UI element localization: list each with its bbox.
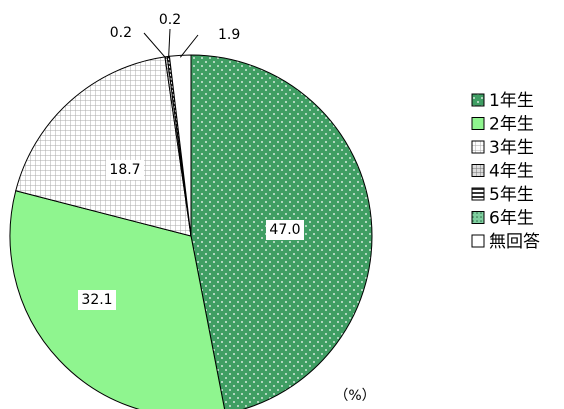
- legend-swatch: [471, 140, 485, 154]
- leader-line: [168, 28, 171, 59]
- legend-swatch: [471, 211, 485, 224]
- legend-swatch: [471, 93, 485, 107]
- pie-slice: [15, 56, 192, 237]
- unit-label: （%）: [334, 388, 375, 404]
- legend-label: 無回答: [489, 232, 540, 252]
- legend-label: 2年生: [489, 115, 534, 135]
- legend-swatch: [471, 117, 485, 130]
- legend-swatch: [471, 234, 485, 248]
- legend-label: 4年生: [489, 162, 534, 182]
- data-label: 1.9: [218, 27, 240, 43]
- data-label: 0.2: [159, 12, 181, 28]
- label-box: [106, 160, 144, 180]
- label-box: [266, 220, 304, 240]
- leader-line: [179, 34, 199, 58]
- legend-label: 6年生: [489, 209, 534, 229]
- data-label: 47.0: [269, 222, 300, 238]
- legend-swatch: [471, 187, 485, 201]
- legend-label: 5年生: [489, 185, 534, 205]
- legend-label: 1年生: [489, 91, 534, 111]
- legend-label: 3年生: [489, 138, 534, 158]
- leader-line: [143, 32, 167, 60]
- data-label: 0.2: [110, 25, 132, 41]
- data-label: 32.1: [81, 292, 112, 308]
- label-box: [78, 290, 116, 310]
- pie-slice: [168, 54, 192, 237]
- data-label: 18.7: [109, 162, 140, 178]
- legend-swatch: [471, 164, 485, 177]
- pie-slice: [9, 190, 226, 409]
